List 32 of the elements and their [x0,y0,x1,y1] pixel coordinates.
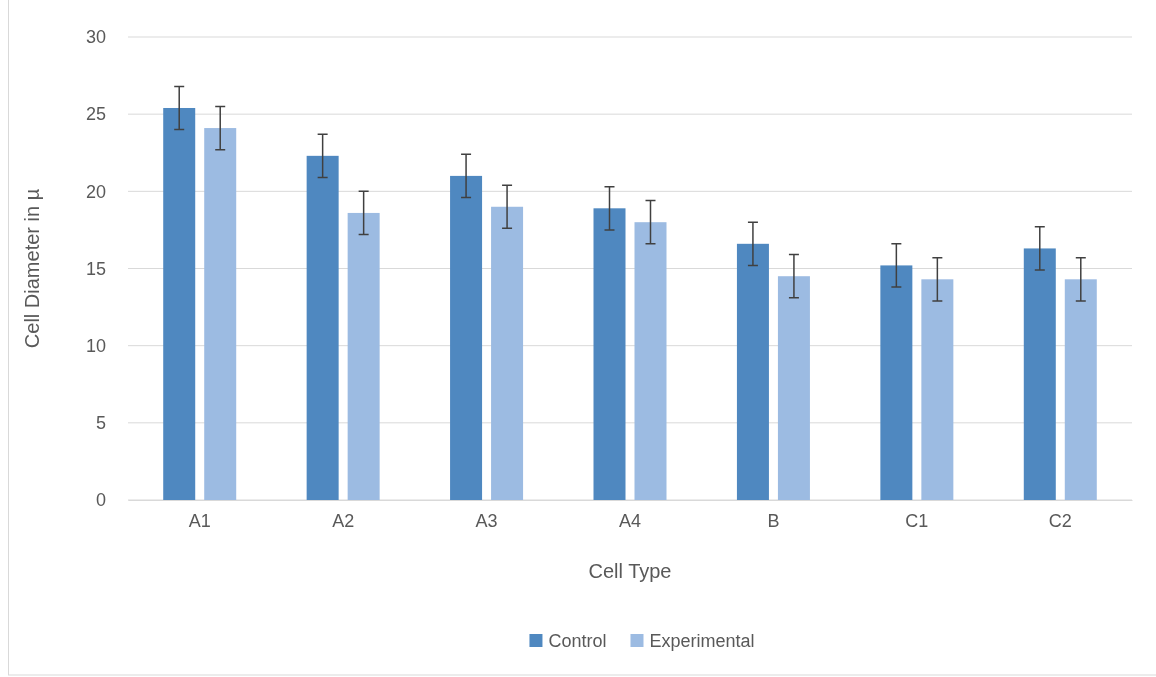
y-tick-label: 10 [85,335,106,356]
bar [634,222,667,500]
y-tick-label: 25 [85,104,106,125]
bar [921,279,954,500]
bar [450,175,483,500]
y-tick-label: 5 [95,413,106,434]
y-tick-label: 15 [85,258,106,279]
bar [163,107,196,500]
legend-label: Experimental [649,631,755,651]
y-tick-label: 30 [85,27,106,48]
y-axis-title: Cell Diameter in µ [21,188,43,349]
bar [736,243,769,500]
x-tick-label: A1 [188,510,211,531]
bar [306,155,339,500]
y-tick-label: 0 [95,490,106,511]
legend-label: Control [548,631,607,651]
x-tick-label: C2 [1048,510,1072,531]
bar [491,206,524,500]
x-tick-label: A2 [332,510,355,531]
bar [204,128,237,500]
x-tick-label: B [767,510,780,531]
x-tick-label: C1 [905,510,929,531]
x-axis-title: Cell Type [588,560,672,582]
y-tick-label: 20 [85,181,106,202]
bar [347,212,380,500]
bar [777,276,810,500]
bar [1023,248,1056,500]
bar [880,265,913,500]
bar [593,208,626,500]
x-tick-label: A4 [618,510,642,531]
bar [1064,279,1097,500]
x-tick-label: A3 [475,510,498,531]
